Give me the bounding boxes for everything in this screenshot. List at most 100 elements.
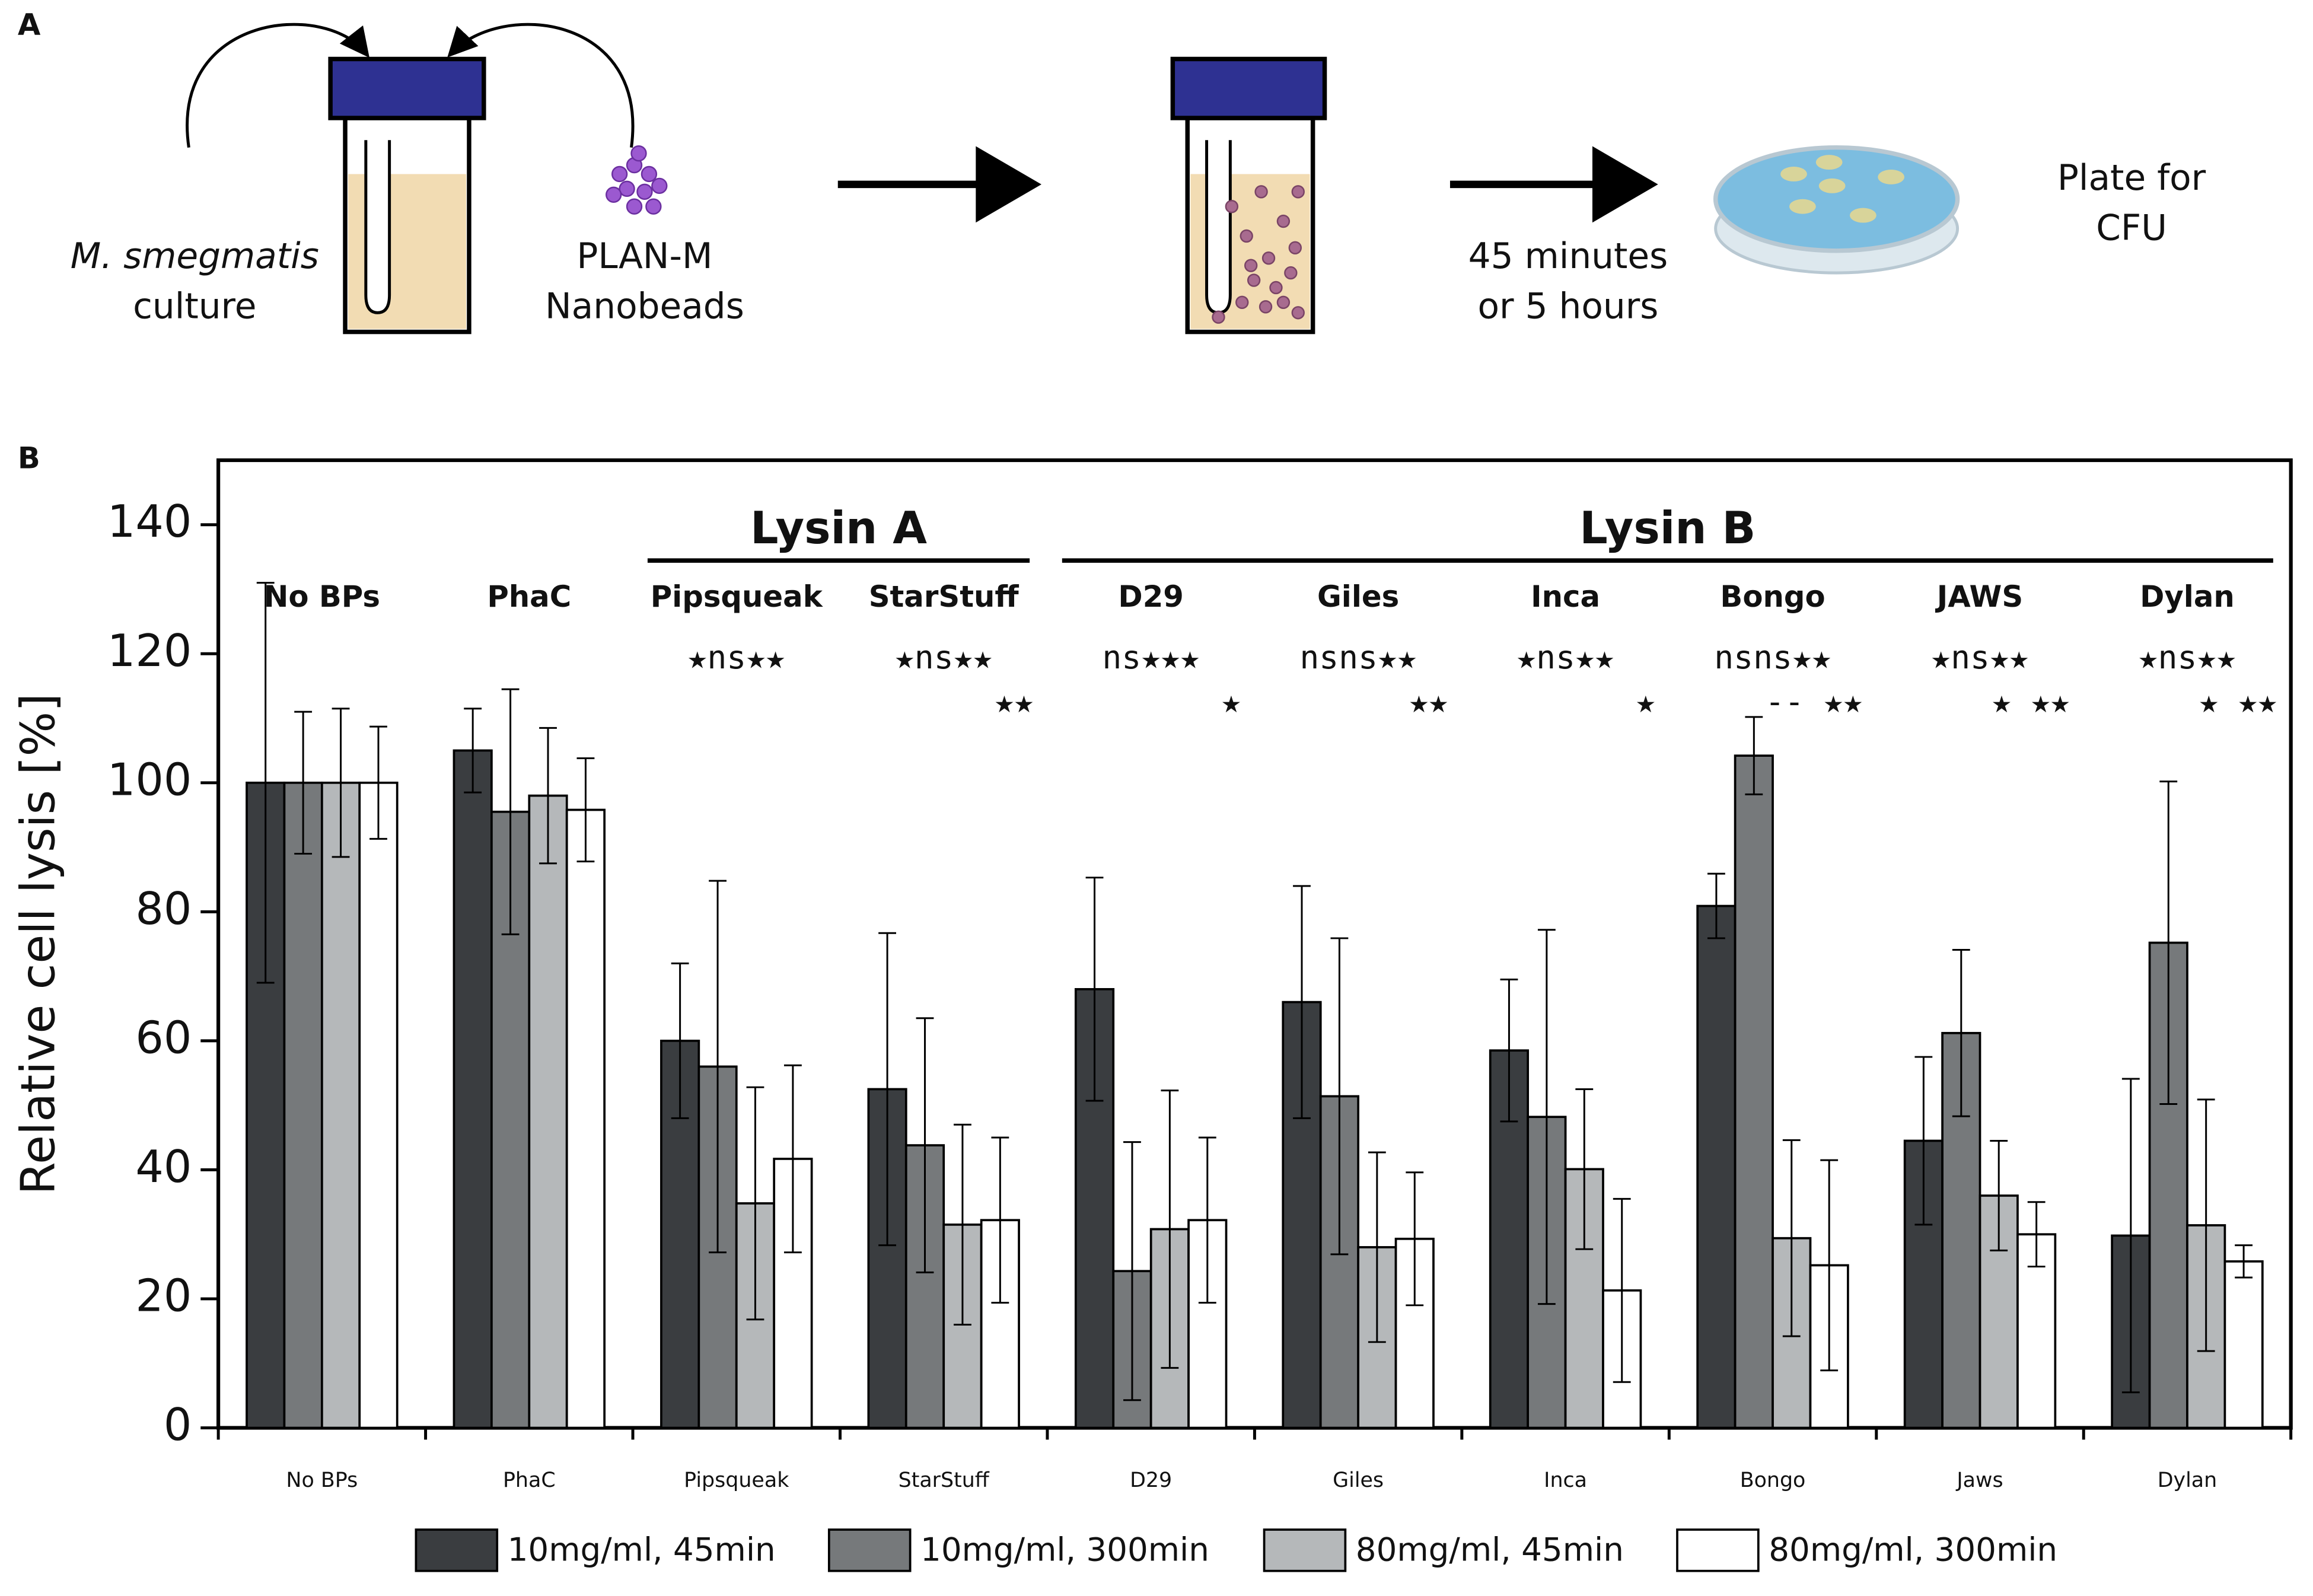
error-bar — [1537, 929, 1556, 1305]
significance: ★ ★★ — [2199, 682, 2277, 720]
error-bar — [1330, 937, 1349, 1256]
panel-label: B — [18, 441, 40, 475]
beads — [1212, 185, 1305, 324]
x-tick-label: Inca — [1544, 1468, 1587, 1492]
bar — [528, 794, 568, 1429]
error-bar — [1406, 1171, 1424, 1307]
legend-label: 10mg/ml, 45min — [508, 1531, 776, 1569]
beads — [606, 145, 668, 215]
legend-label: 80mg/ml, 45min — [1356, 1531, 1624, 1569]
error-bar — [1820, 1159, 1839, 1372]
error-bar — [1161, 1090, 1179, 1369]
x-tick-label: StarStuff — [899, 1468, 990, 1492]
significance: ★★ — [1409, 682, 1448, 720]
arrow-head — [976, 146, 1041, 223]
error-bar — [1745, 716, 1763, 795]
inner-tube — [364, 140, 391, 314]
error-bar — [1293, 885, 1311, 1119]
diagram-label: Plate for — [2057, 158, 2206, 199]
header-label: PhaC — [487, 579, 571, 614]
arrow — [186, 23, 369, 148]
error-bar — [1123, 1141, 1141, 1401]
significance: -- ★★ — [1765, 682, 1863, 720]
significance: ★ns★★ — [2139, 638, 2236, 676]
error-bar — [1085, 877, 1104, 1102]
significance: ★ — [1636, 682, 1655, 720]
significance: ★ ★★ — [1992, 682, 2070, 720]
x-tick-label: Pipsqueak — [684, 1468, 789, 1492]
plot: 0 20 40 60 80 100 120 140 No BPs No BPs PhaC PhaC Pi… — [107, 496, 2293, 1572]
header-label: StarStuff — [869, 579, 1019, 614]
header-label: Dylan — [2140, 579, 2235, 614]
bar — [1734, 754, 1774, 1429]
group-label: Lysin A — [750, 502, 927, 554]
error-bar — [539, 727, 557, 865]
significance: ★★ — [995, 682, 1034, 720]
error-bar — [1500, 979, 1518, 1123]
significance: ★ns★★ — [1516, 638, 1614, 676]
bar — [1394, 1237, 1435, 1429]
diagram-label: M. smegmatis — [71, 236, 319, 277]
error-bar — [1914, 1056, 1933, 1226]
error-bar — [332, 708, 350, 858]
y-tick-label: 20 — [135, 1270, 192, 1321]
error-bar — [2027, 1201, 2046, 1268]
header-label: JAWS — [1935, 579, 2023, 614]
y-tick-label: 40 — [135, 1141, 192, 1193]
error-bar — [576, 757, 595, 862]
x-tick-label: Bongo — [1740, 1468, 1806, 1492]
diagram-label: CFU — [2096, 208, 2167, 249]
error-bar — [746, 1086, 764, 1321]
header-label: D29 — [1118, 579, 1184, 614]
cap — [1170, 56, 1327, 120]
error-bar — [2159, 781, 2178, 1105]
y-tick-label: 140 — [107, 496, 192, 547]
error-bar — [1707, 872, 1725, 939]
error-bar — [1198, 1136, 1216, 1304]
significance: nsns★★ — [1299, 638, 1417, 676]
error-bar — [709, 880, 727, 1254]
legend-label: 80mg/ml, 300min — [1769, 1531, 2057, 1569]
y-tick-label: 0 — [164, 1399, 192, 1451]
error-bar — [878, 932, 897, 1247]
legend-swatch — [827, 1528, 912, 1572]
significance: ★ns★★ — [1931, 638, 2029, 676]
inner-tube — [1205, 140, 1232, 314]
x-tick-label: PhaC — [503, 1468, 556, 1492]
error-bar — [501, 688, 520, 935]
header-label: No BPs — [264, 579, 380, 614]
panel-label: A — [18, 7, 41, 42]
diagram — [186, 23, 1960, 335]
y-tick-label: 120 — [107, 625, 192, 677]
diagram-label: or 5 hours — [1478, 286, 1659, 327]
significance: ★ns★★ — [687, 638, 785, 676]
bar — [1696, 904, 1737, 1429]
diagram-labels: M. smegmatis culture PLAN-M Nanobeads 45… — [71, 158, 2206, 327]
legend-swatch — [415, 1528, 499, 1572]
group-label: Lysin B — [1579, 502, 1756, 554]
bar — [283, 781, 323, 1429]
error-bar — [991, 1136, 1009, 1304]
cap — [328, 56, 486, 120]
error-bar — [369, 725, 387, 840]
error-bar — [1368, 1151, 1386, 1343]
error-bar — [671, 962, 689, 1119]
error-bar — [916, 1017, 934, 1273]
y-tick-label: 80 — [135, 883, 192, 935]
y-axis-label: Relative cell lysis [%] — [11, 693, 66, 1195]
error-bar — [464, 708, 482, 794]
error-bar — [1952, 949, 1970, 1117]
y-tick-label: 60 — [135, 1012, 192, 1063]
error-bar — [1782, 1139, 1801, 1337]
diagram-label: culture — [133, 286, 256, 327]
error-bar — [1990, 1139, 2008, 1251]
error-bar — [2197, 1098, 2215, 1352]
bar — [453, 749, 493, 1429]
error-bar — [783, 1064, 802, 1254]
significance: ★ — [1221, 682, 1241, 720]
error-bar — [1575, 1088, 1594, 1250]
error-bar — [2121, 1078, 2140, 1394]
diagram-label: PLAN-M — [576, 236, 712, 277]
x-tick-label: D29 — [1130, 1468, 1172, 1492]
